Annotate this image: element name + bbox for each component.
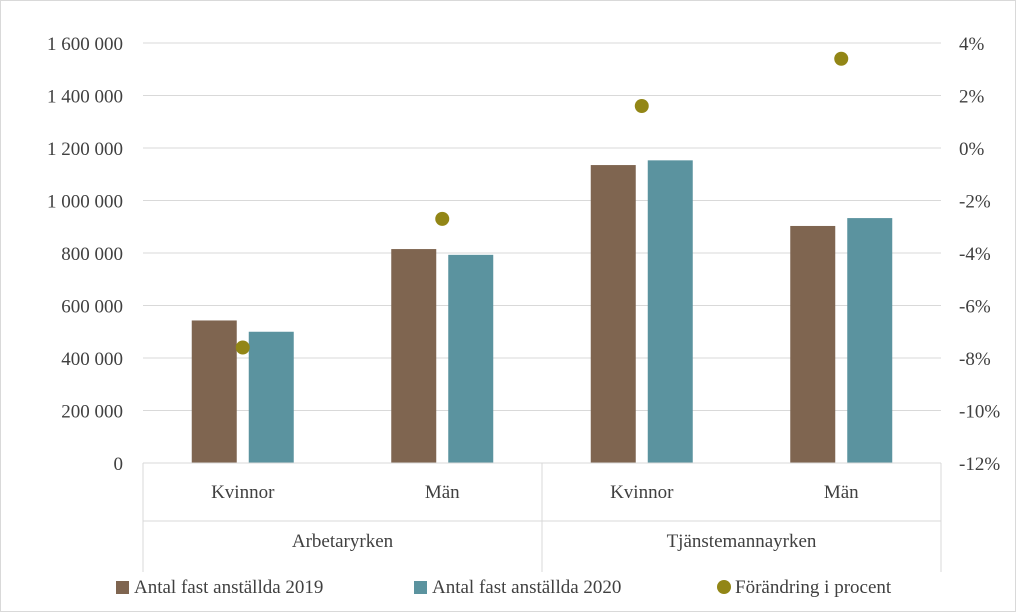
y-right-tick-label: -6% [959,297,991,318]
y-left-tick-label: 400 000 [61,349,123,370]
category-label: Män [824,482,859,503]
legend-swatch [116,581,129,594]
change-points [235,51,849,355]
y-right-tick-label: -8% [959,349,991,370]
change-point [834,51,849,66]
y-right-tick-label: -10% [959,402,1000,423]
legend-label: Antal fast anställda 2019 [134,577,323,598]
legend: Antal fast anställda 2019 Antal fast anst… [116,577,892,598]
bar [847,218,893,463]
bar [191,320,237,463]
y-left-tick-label: 1 200 000 [47,139,123,160]
bar [790,225,836,463]
y-right-tick-label: 0% [959,139,985,160]
y-left-tick-label: 1 400 000 [47,87,123,108]
bars [191,160,893,463]
axes: 0 200 000 400 000 600 000 800 000 1 000 000 1 … [47,34,1000,572]
legend-label: Antal fast anställda 2020 [432,577,621,598]
legend-label: Förändring i procent [735,577,892,598]
change-point [235,340,250,355]
y-right-tick-label: 2% [959,87,985,108]
category-label: Män [425,482,460,503]
y-left-tick-label: 200 000 [61,402,123,423]
y-right-tick-label: -12% [959,454,1000,475]
bar [391,249,437,463]
legend-swatch [717,580,731,594]
group-label: Arbetaryrken [292,531,394,552]
category-label: Kvinnor [610,482,674,503]
y-right-tick-label: 4% [959,34,985,55]
bar [647,160,693,463]
y-right-tick-label: -4% [959,244,991,265]
y-left-tick-label: 0 [114,454,124,475]
category-label: Kvinnor [211,482,275,503]
y-left-tick-label: 600 000 [61,297,123,318]
y-left-tick-label: 1 600 000 [47,34,123,55]
bar [448,254,494,463]
group-label: Tjänstemannayrken [667,531,817,552]
y-left-tick-label: 800 000 [61,244,123,265]
change-point [634,99,649,113]
bar [248,331,294,463]
legend-swatch [414,581,427,594]
change-point [435,211,450,226]
y-left-tick-label: 1 000 000 [47,192,123,213]
bar [590,165,636,463]
y-right-tick-label: -2% [959,192,991,213]
